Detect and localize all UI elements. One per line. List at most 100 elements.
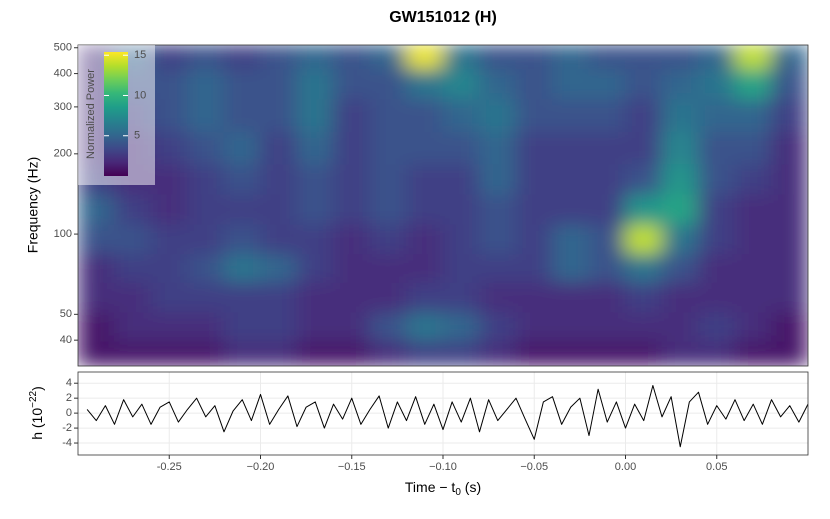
heat-cell [333, 311, 371, 342]
heat-cell [552, 45, 590, 70]
heat-cell [552, 340, 590, 366]
x-axis-title: Time − t0 (s) [405, 479, 481, 498]
heat-cell [296, 131, 334, 165]
heat-cell [187, 68, 225, 100]
heat-cell [406, 131, 444, 165]
heat-cell [734, 281, 772, 313]
heat-cell [187, 340, 225, 366]
heat-cell [369, 253, 407, 283]
heat-cell [479, 98, 517, 133]
colorbar-tick-label: 10 [134, 89, 146, 101]
heat-cell [552, 131, 590, 165]
heat-cell [734, 131, 772, 165]
heat-cell [406, 223, 444, 255]
heat-cell [369, 45, 407, 70]
heat-cell [260, 98, 298, 133]
colorbar [104, 52, 128, 176]
heat-cell [369, 163, 407, 195]
colorbar-tick-label: 5 [134, 130, 140, 142]
y-tick-label: 2 [66, 392, 72, 404]
y-tick-label: 200 [54, 148, 72, 160]
heat-cell [223, 45, 261, 70]
heat-cell [150, 193, 188, 225]
heat-cell [114, 340, 152, 366]
heat-cell [771, 131, 808, 165]
heat-cell [661, 68, 699, 100]
heat-cell [296, 193, 334, 225]
heat-cell [223, 340, 261, 366]
heat-cell [406, 68, 444, 100]
heat-cell [479, 68, 517, 100]
heat-cell [296, 223, 334, 255]
heat-cell [406, 311, 444, 342]
heat-cell [78, 281, 115, 313]
heat-cell [588, 98, 626, 133]
heat-cell [588, 340, 626, 366]
heat-cell [260, 311, 298, 342]
heat-cell [442, 253, 480, 283]
y-tick-label: 300 [54, 101, 72, 113]
heat-cell [333, 163, 371, 195]
heat-cell [333, 131, 371, 165]
heat-cell [771, 340, 808, 366]
heat-cell [442, 131, 480, 165]
heat-cell [114, 311, 152, 342]
heat-cell [369, 223, 407, 255]
heat-cell [78, 340, 115, 366]
y-tick-label: 0 [66, 407, 72, 419]
heat-cell [114, 193, 152, 225]
heat-cell [150, 340, 188, 366]
heat-cell [442, 311, 480, 342]
y-tick-label: -4 [62, 437, 72, 449]
heat-cell [479, 163, 517, 195]
x-tick-label: −0.15 [338, 461, 366, 473]
heat-cell [552, 193, 590, 225]
heat-cell [187, 223, 225, 255]
heat-cell [333, 68, 371, 100]
heat-cell [150, 281, 188, 313]
heat-cell [479, 45, 517, 70]
legend: Normalized Power 5 10 15 [78, 45, 155, 185]
heat-cell [333, 193, 371, 225]
heat-cell [515, 163, 553, 195]
heat-cell [406, 193, 444, 225]
heat-cell [296, 45, 334, 70]
heat-cell [588, 131, 626, 165]
legend-title: Normalized Power [85, 69, 97, 159]
heat-cell [734, 45, 772, 70]
x-axis-title-end: (s) [461, 479, 481, 495]
heat-cell [661, 163, 699, 195]
heat-cell [150, 223, 188, 255]
heat-cell [552, 311, 590, 342]
heat-cell [661, 281, 699, 313]
heat-cell [771, 68, 808, 100]
heat-cell [552, 163, 590, 195]
heat-cell [515, 98, 553, 133]
heat-cell [625, 163, 663, 195]
heat-cell [442, 223, 480, 255]
heat-cell [661, 131, 699, 165]
heat-cell [223, 311, 261, 342]
heat-cell [223, 193, 261, 225]
heat-cell [442, 68, 480, 100]
heat-cell [734, 163, 772, 195]
heat-cell [479, 131, 517, 165]
heat-cell [223, 131, 261, 165]
x-tick-label: 0.05 [706, 461, 727, 473]
heat-cell [661, 193, 699, 225]
heat-cell [698, 311, 736, 342]
y-tick-label: 500 [54, 42, 72, 54]
y-tick-label: 100 [54, 228, 72, 240]
heat-cell [260, 68, 298, 100]
heat-cell [734, 253, 772, 283]
heat-cell [150, 311, 188, 342]
heat-cell [223, 281, 261, 313]
heat-cell [625, 68, 663, 100]
heat-cell [260, 223, 298, 255]
y-tick-label: 400 [54, 67, 72, 79]
heat-cell [333, 340, 371, 366]
heat-cell [333, 281, 371, 313]
heat-cell [333, 45, 371, 70]
heat-cell [187, 98, 225, 133]
heat-cell [734, 311, 772, 342]
